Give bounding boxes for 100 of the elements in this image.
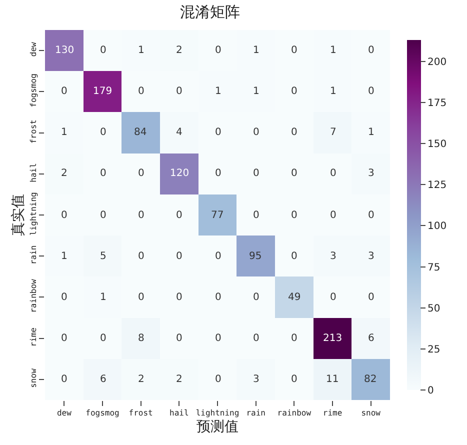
data-label: 0	[368, 210, 374, 221]
y-tick-label: lightning	[28, 192, 38, 236]
color-bar-label: 50	[428, 303, 440, 314]
data-label: 0	[291, 374, 298, 385]
data-label: 0	[138, 86, 144, 97]
data-label: 0	[100, 127, 106, 138]
y-tick-label: dew	[28, 42, 38, 57]
y-tick-label: rainbow	[28, 278, 38, 313]
data-label: 0	[291, 86, 298, 97]
data-label: 82	[364, 374, 377, 385]
data-label: 2	[176, 374, 182, 385]
data-label: 1	[215, 86, 222, 97]
data-label: 0	[215, 45, 222, 56]
y-tick-label: rime	[28, 327, 38, 347]
data-label: 3	[330, 251, 336, 262]
data-label: 0	[291, 251, 298, 262]
data-label: 1	[368, 127, 374, 138]
data-label: 0	[61, 292, 68, 303]
data-label: 1	[100, 292, 106, 303]
data-label: 0	[253, 210, 260, 221]
data-label: 3	[253, 374, 260, 385]
color-bar-label: 0	[428, 386, 434, 396]
data-label: 2	[61, 168, 68, 179]
data-label: 130	[55, 45, 74, 56]
data-label: 0	[176, 333, 182, 344]
data-label: 0	[291, 45, 298, 56]
data-label: 0	[100, 210, 106, 221]
x-axis-title: 预测值	[196, 418, 238, 435]
data-label: 0	[61, 210, 68, 221]
data-label: 0	[176, 86, 182, 97]
data-label: 3	[368, 168, 374, 179]
data-label: 0	[215, 333, 222, 344]
data-label: 6	[100, 374, 106, 385]
y-axis-title: 真实值	[10, 194, 26, 236]
data-label: 1	[61, 251, 68, 262]
data-label: 0	[368, 86, 374, 97]
color-bar-label: 75	[428, 262, 440, 274]
data-label: 0	[215, 374, 222, 385]
x-tick-label: rain	[246, 408, 266, 418]
color-bar-label: 150	[428, 139, 447, 150]
data-label: 0	[291, 127, 298, 138]
data-label: 0	[138, 210, 144, 221]
data-label: 6	[368, 333, 374, 344]
data-label: 0	[330, 210, 336, 221]
y-tick-label: fogsmog	[28, 73, 38, 108]
data-label: 0	[368, 45, 374, 56]
data-label: 0	[291, 333, 298, 344]
data-label: 77	[211, 210, 224, 221]
data-label: 4	[176, 127, 182, 138]
y-tick-label: frost	[28, 119, 38, 144]
y-tick-label: rain	[28, 245, 38, 265]
data-label: 0	[215, 251, 222, 262]
chart-title: 混淆矩阵	[180, 3, 240, 22]
data-label: 1	[138, 45, 144, 56]
data-label: 120	[170, 168, 190, 179]
data-label: 2	[176, 45, 182, 56]
data-label: 0	[100, 333, 106, 344]
data-label: 0	[100, 168, 106, 179]
x-tick-label: frost	[128, 408, 154, 418]
data-label: 0	[253, 168, 260, 179]
color-bar-label: 100	[428, 221, 447, 232]
data-label: 7	[330, 127, 336, 138]
color-bar-label: 125	[428, 180, 447, 192]
y-tick-label: snow	[28, 368, 38, 388]
data-label: 0	[330, 168, 336, 179]
data-label: 1	[61, 127, 68, 138]
data-label: 0	[215, 292, 222, 303]
x-tick-label: snow	[361, 408, 381, 418]
data-label: 1	[330, 45, 336, 56]
data-label: 8	[138, 333, 144, 344]
y-tick-label: hail	[28, 162, 38, 182]
data-label: 5	[100, 251, 106, 262]
data-label: 179	[93, 86, 112, 97]
data-label: 3	[368, 251, 374, 262]
data-label: 0	[176, 251, 182, 262]
data-label: 0	[253, 292, 260, 303]
x-tick-label: dew	[56, 408, 72, 418]
data-label: 1	[330, 86, 336, 97]
data-label: 84	[134, 127, 147, 138]
data-label: 0	[291, 168, 298, 179]
data-label: 0	[176, 292, 182, 303]
data-label: 0	[176, 210, 182, 221]
color-bar-label: 25	[428, 344, 440, 356]
data-label: 213	[323, 333, 342, 344]
x-tick-label: lightning	[196, 408, 240, 418]
data-label: 0	[138, 168, 144, 179]
data-label: 0	[215, 127, 222, 138]
data-label: 95	[249, 251, 262, 262]
data-label: 0	[291, 210, 298, 221]
x-tick-label: hail	[170, 408, 189, 418]
data-label: 0	[253, 333, 260, 344]
data-label: 0	[61, 374, 68, 385]
data-label: 0	[138, 251, 144, 262]
data-label: 0	[100, 45, 106, 56]
data-label: 49	[288, 292, 301, 303]
x-tick-label: fogsmog	[86, 408, 120, 418]
data-label: 1	[253, 45, 260, 56]
data-label: 0	[215, 168, 222, 179]
data-label: 11	[326, 374, 339, 385]
data-label: 0	[368, 292, 374, 303]
